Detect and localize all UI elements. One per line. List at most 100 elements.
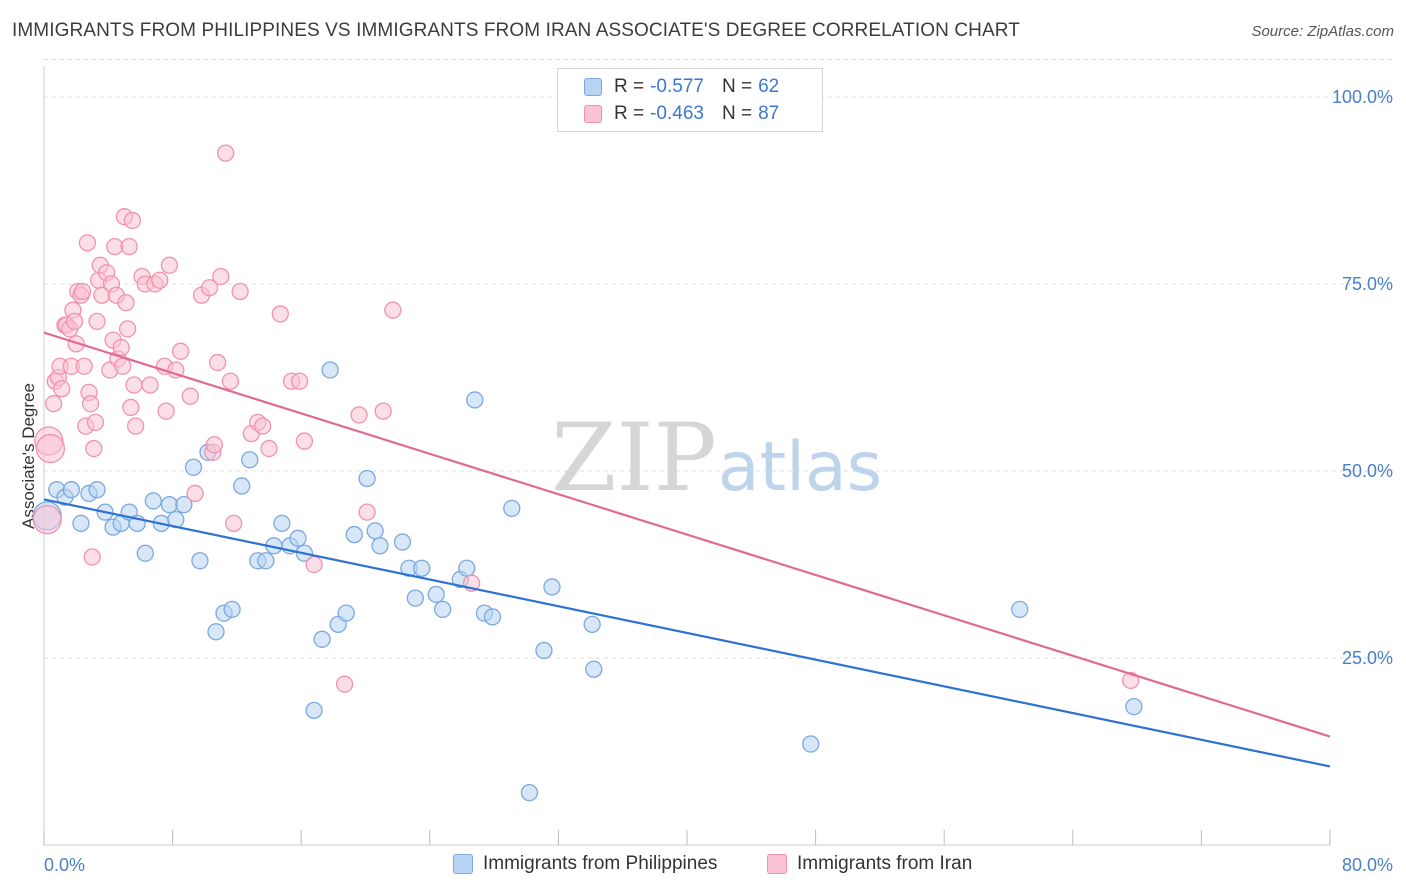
legend-swatch-philippines [584, 78, 602, 96]
data-point [171, 342, 190, 360]
data-point [65, 312, 84, 331]
y-tick-label: 50.0% [1342, 461, 1393, 481]
gridlines [44, 59, 1392, 659]
data-point [186, 484, 204, 503]
data-point [83, 548, 101, 566]
data-point [345, 525, 363, 544]
data-point [184, 458, 203, 476]
data-point [118, 320, 137, 338]
watermark-zip: ZIP [551, 404, 717, 513]
data-point [483, 608, 502, 626]
legend-n-value: 62 [758, 76, 780, 97]
data-point [208, 353, 227, 372]
data-point [125, 376, 143, 394]
data-point [384, 301, 402, 319]
data-point [371, 537, 389, 555]
data-point [233, 477, 251, 495]
data-point [175, 496, 193, 514]
data-point [117, 294, 135, 312]
data-point [1122, 671, 1140, 690]
data-point [434, 600, 452, 619]
data-point [520, 783, 539, 802]
data-point [221, 372, 240, 390]
series-swatch-iran [767, 854, 787, 874]
data-point [350, 406, 368, 424]
watermark-atlas: atlas [718, 428, 882, 507]
data-point [321, 361, 339, 379]
legend-row-iran: R = -0.463 N = 87 [584, 102, 779, 126]
series-legend-philippines: Immigrants from Philippines [453, 852, 717, 876]
data-point [406, 589, 424, 607]
y-tick-label: 75.0% [1342, 274, 1393, 294]
data-point [78, 234, 97, 252]
legend-r-label: R = [614, 103, 645, 124]
legend-r-value: -0.463 [650, 103, 704, 124]
legend-row-philippines: R = -0.577 N = 62 [584, 75, 779, 99]
data-point [53, 380, 71, 398]
data-point [1011, 600, 1029, 619]
data-point [123, 211, 142, 230]
data-point [88, 481, 106, 499]
data-point [543, 578, 561, 596]
data-point [191, 552, 209, 570]
data-point [223, 600, 241, 619]
data-point [358, 469, 376, 488]
data-point [160, 496, 179, 514]
legend-n-value: 87 [758, 103, 780, 124]
series-label-philippines: Immigrants from Philippines [483, 853, 718, 874]
data-point [271, 305, 289, 323]
data-point [141, 376, 159, 394]
trend-line-1 [43, 331, 1331, 738]
data-points [32, 144, 1143, 802]
data-point [81, 395, 100, 413]
data-point [88, 312, 106, 331]
data-point [32, 504, 62, 535]
data-point [86, 413, 105, 432]
x-tick-label-min: 0.0% [44, 855, 85, 875]
data-point [253, 417, 272, 435]
data-point [114, 357, 132, 375]
data-point [802, 735, 820, 753]
data-point [290, 372, 309, 390]
data-point [366, 522, 384, 540]
data-point [289, 529, 307, 547]
data-point [313, 630, 331, 648]
x-tick-label-max: 80.0% [1342, 855, 1393, 875]
data-point [216, 144, 235, 162]
data-point [106, 237, 124, 256]
trend-line-0 [43, 498, 1331, 768]
data-point [358, 503, 376, 521]
data-point [257, 552, 275, 570]
legend-swatch-iran [584, 105, 602, 123]
data-point [157, 402, 175, 420]
data-point [160, 256, 179, 274]
correlation-legend: R = -0.577 N = 62 R = -0.463 N = 87 [557, 68, 823, 132]
data-point [295, 432, 314, 450]
data-point [120, 237, 138, 256]
data-point [260, 439, 278, 458]
data-point [585, 660, 603, 678]
data-point [85, 439, 103, 458]
data-point [75, 357, 93, 375]
data-point [305, 555, 323, 574]
data-point [335, 675, 354, 693]
data-point [35, 433, 66, 464]
data-point [427, 585, 445, 604]
data-point [466, 391, 484, 409]
data-point [44, 395, 63, 413]
data-point [535, 641, 553, 660]
data-point [458, 559, 476, 577]
data-point [207, 623, 225, 641]
data-point [241, 451, 259, 469]
legend-r-value: -0.577 [650, 76, 704, 97]
data-point [1125, 697, 1143, 716]
y-axis-label: Associate's Degree [19, 383, 38, 529]
series-swatch-philippines [453, 854, 473, 874]
data-point [72, 514, 90, 533]
data-point [151, 271, 169, 289]
data-point [273, 514, 291, 533]
data-point [181, 387, 199, 405]
data-point [393, 533, 412, 551]
data-point [73, 282, 92, 301]
